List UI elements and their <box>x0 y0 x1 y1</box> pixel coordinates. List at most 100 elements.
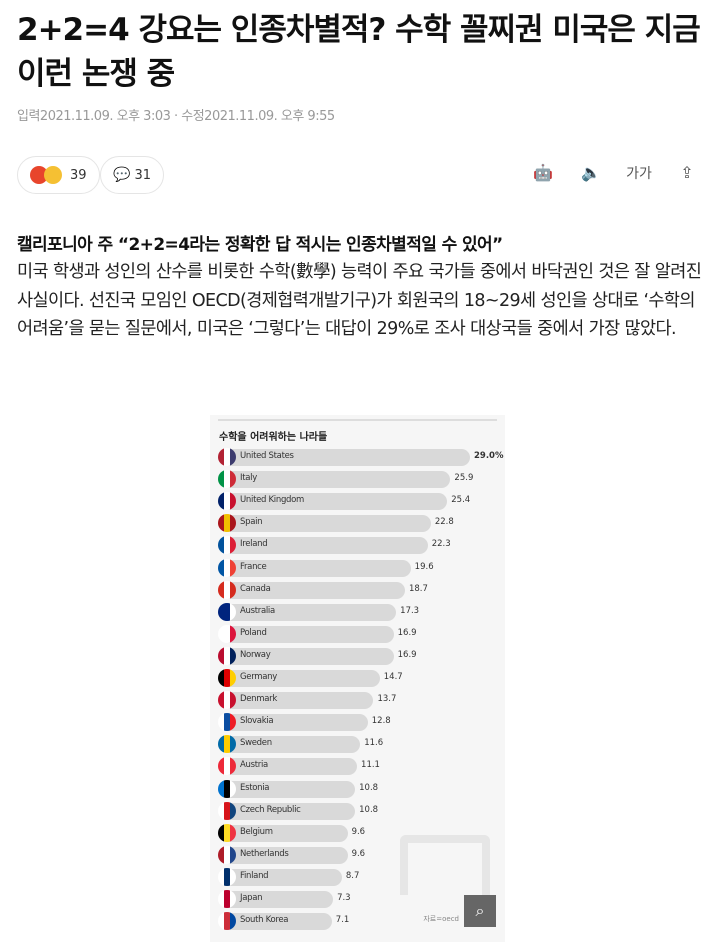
share-icon[interactable]: ⇪ <box>680 163 694 182</box>
chart-category-label: Canada <box>240 583 271 594</box>
chart-value-label: 9.6 <box>351 826 366 837</box>
chart-row: Austria 11.1 <box>218 757 503 776</box>
chart-value-label: 8.7 <box>345 870 360 881</box>
chart-category-label: Czech Republic <box>240 804 301 815</box>
chart-value-label: 11.6 <box>364 738 384 749</box>
flag-icon <box>218 514 236 533</box>
chart-row: Canada 18.7 <box>218 580 503 599</box>
chart-category-label: Germany <box>240 672 277 682</box>
chart-bar <box>220 493 448 511</box>
chart-value-label: 7.1 <box>335 915 350 926</box>
chart-category-label: Netherlands <box>240 848 289 859</box>
angry-emoji-icon <box>30 166 48 184</box>
chart-bar <box>220 758 358 776</box>
chart-row: Sweden 11.6 <box>218 735 503 754</box>
chart-row: South Korea 7.1 <box>218 912 503 931</box>
chart-value-label: 16.9 <box>397 649 417 660</box>
chart-bar <box>220 449 470 466</box>
article-subheading: 캘리포니아 주 “2+2=4라는 정확한 답 적시는 인종차별적일 수 있어” <box>17 235 503 255</box>
chart-category-label: Poland <box>240 627 267 638</box>
comment-count: 31 <box>134 167 151 183</box>
chart-bar <box>220 891 334 908</box>
flag-icon <box>218 779 236 798</box>
flag-icon <box>218 624 236 643</box>
chart-category-label: Slovakia <box>240 716 274 727</box>
chart-value-label: 29.0% <box>473 451 504 461</box>
article-toolbar: 🤖 🔈 가가 ⇪ <box>530 163 700 183</box>
chart-value-label: 11.1 <box>361 760 380 771</box>
chart-value-label: 12.8 <box>371 716 391 727</box>
chart-value-label: 10.8 <box>359 782 379 793</box>
chart-bar <box>220 537 428 555</box>
flag-icon <box>218 492 236 511</box>
chart-row: Estonia 10.8 <box>218 779 503 798</box>
article-title: 2+2=4 강요는 인종차별적? 수학 꼴찌권 미국은 지금 이런 논쟁 중 <box>17 12 701 92</box>
chart-bar <box>220 670 380 687</box>
speaker-icon[interactable]: 🔈 <box>581 163 601 182</box>
chart-row: Poland 16.9 <box>218 624 503 643</box>
chart-bar <box>220 714 368 732</box>
chart-row: Italy 25.9 <box>218 470 503 489</box>
book-illustration <box>400 835 490 895</box>
chart-category-label: United Kingdom <box>240 495 305 506</box>
chart-value-label: 19.6 <box>414 561 434 572</box>
chart-category-label: Sweden <box>240 738 272 749</box>
flag-icon <box>218 470 236 489</box>
flag-icon <box>218 646 236 665</box>
chart-bar <box>220 647 394 665</box>
article-timestamps: 입력2021.11.09. 오후 3:03 · 수정2021.11.09. 오후… <box>17 109 335 124</box>
chart-bar <box>220 736 361 754</box>
chart-category-label: Italy <box>240 473 257 484</box>
flag-icon <box>218 823 236 842</box>
chart-category-label: Austria <box>240 760 268 771</box>
chart-category-label: United States <box>240 451 294 461</box>
chart-bar <box>220 780 356 798</box>
flag-icon <box>218 735 236 754</box>
flag-icon <box>218 691 236 710</box>
chart-value-label: 13.7 <box>377 694 397 705</box>
chart-row: Ireland 22.3 <box>218 536 503 555</box>
chart-category-label: Norway <box>240 649 271 660</box>
reaction-button[interactable]: 39 <box>17 156 100 194</box>
robot-summary-icon[interactable]: 🤖 <box>533 163 553 182</box>
chart-bar <box>220 868 342 886</box>
chart-row: France 19.6 <box>218 558 503 577</box>
reaction-count: 39 <box>70 167 87 183</box>
chart-category-label: Spain <box>240 517 263 528</box>
chart-value-label: 9.6 <box>351 848 366 859</box>
chart-bar <box>220 471 451 489</box>
chart-bar <box>220 559 411 577</box>
chart-image: 수학을 어려워하는 나라들 United States 29.0% Italy … <box>210 415 505 942</box>
flag-icon <box>218 867 236 886</box>
chart-category-label: Japan <box>240 893 263 903</box>
chart-bar <box>220 913 332 931</box>
chart-bar <box>220 625 394 643</box>
chart-value-label: 25.4 <box>451 495 471 506</box>
comment-button[interactable]: 💬 31 <box>100 156 164 194</box>
flag-icon <box>218 536 236 555</box>
chart-category-label: Finland <box>240 870 269 881</box>
chart-value-label: 16.9 <box>397 627 417 638</box>
chart-row: Norway 16.9 <box>218 646 503 665</box>
chart-category-label: Belgium <box>240 826 273 837</box>
chart-bar <box>220 846 348 864</box>
chart-category-label: France <box>240 561 267 572</box>
chart-value-label: 22.3 <box>431 539 451 550</box>
chart-row: Netherlands 9.6 <box>218 845 503 864</box>
flag-icon <box>218 713 236 732</box>
chart-bar <box>220 581 405 599</box>
comment-icon: 💬 <box>113 167 131 183</box>
chart-value-label: 22.8 <box>434 517 454 528</box>
chart-row: Australia 17.3 <box>218 602 503 621</box>
flag-icon <box>218 558 236 577</box>
flag-icon <box>218 912 236 931</box>
chart-category-label: Estonia <box>240 782 270 793</box>
sad-emoji-icon <box>44 166 62 184</box>
chart-row: Spain 22.8 <box>218 514 503 533</box>
flag-icon <box>218 602 236 621</box>
font-size-icon[interactable]: 가가 <box>626 166 652 182</box>
zoom-image-button[interactable]: ⌕ <box>464 895 496 927</box>
chart-bar <box>220 692 374 710</box>
flag-icon <box>218 580 236 599</box>
chart-title: 수학을 어려워하는 나라들 <box>219 432 328 443</box>
